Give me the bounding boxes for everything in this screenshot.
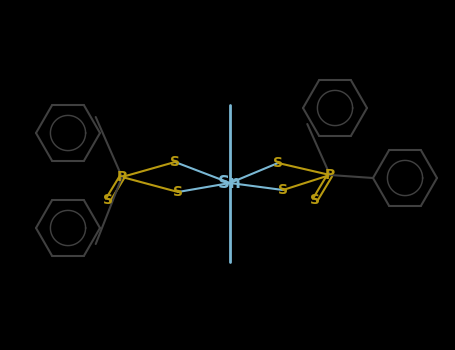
Text: S: S [173,185,183,199]
Text: S: S [278,183,288,197]
Text: Sn: Sn [218,174,242,192]
Text: S: S [170,155,180,169]
Text: P: P [325,168,335,182]
Text: S: S [273,156,283,170]
Text: P: P [117,170,127,184]
Text: S: S [310,193,320,207]
Text: S: S [103,193,113,207]
